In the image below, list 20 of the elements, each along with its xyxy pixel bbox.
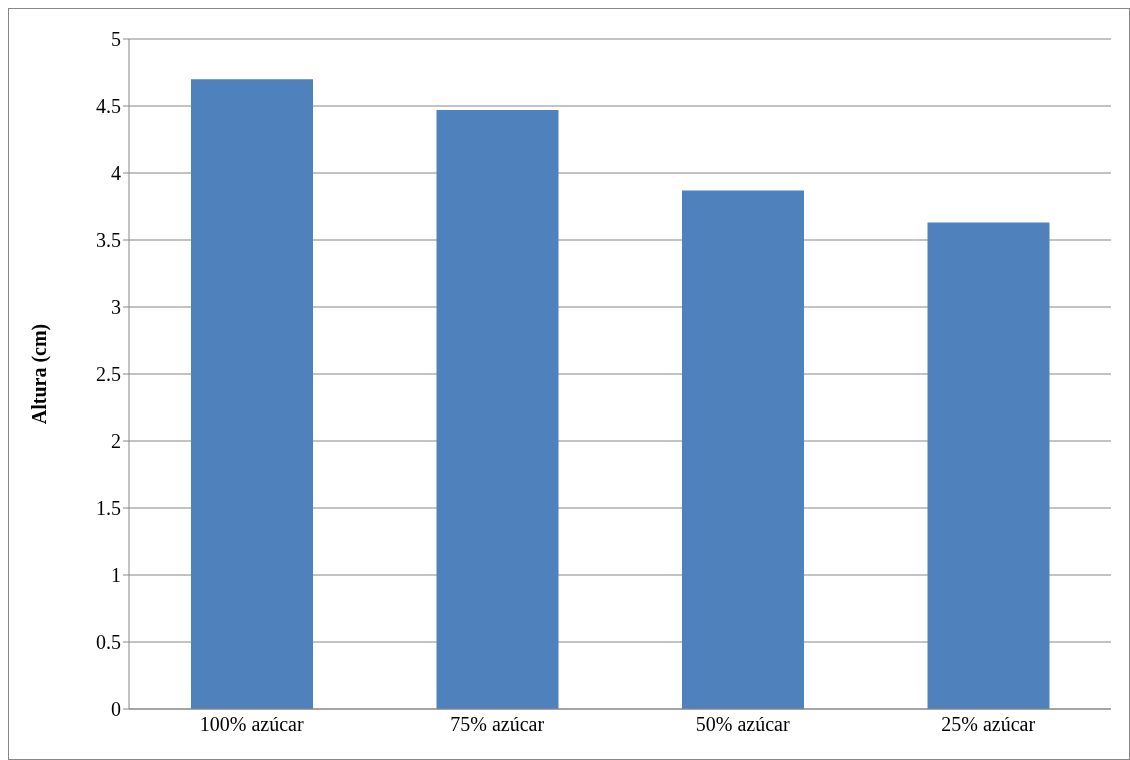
y-tick-label: 3.5 [96,229,121,252]
y-tick-label: 3 [111,296,121,319]
y-tick-label: 5 [111,28,121,51]
x-tick-label: 100% azúcar [199,713,304,736]
y-tick-label: 0.5 [96,631,121,654]
x-tick-label: 50% azúcar [695,713,790,736]
y-axis-title: Altura (cm) [28,323,52,425]
y-tick-label: 2 [111,430,121,453]
y-tick-label: 1 [111,564,121,587]
bar [436,110,559,709]
y-tick-label: 0 [111,698,121,721]
bar [682,190,804,709]
y-tick-label: 1.5 [96,497,121,520]
y-tick-label: 4.5 [96,95,121,118]
x-tick-label: 25% azúcar [941,713,1036,736]
bar [191,79,313,709]
y-tick-label: 2.5 [96,363,121,386]
x-tick-label: 75% azúcar [450,713,545,736]
bar [927,222,1050,709]
y-tick-label: 4 [111,162,121,185]
